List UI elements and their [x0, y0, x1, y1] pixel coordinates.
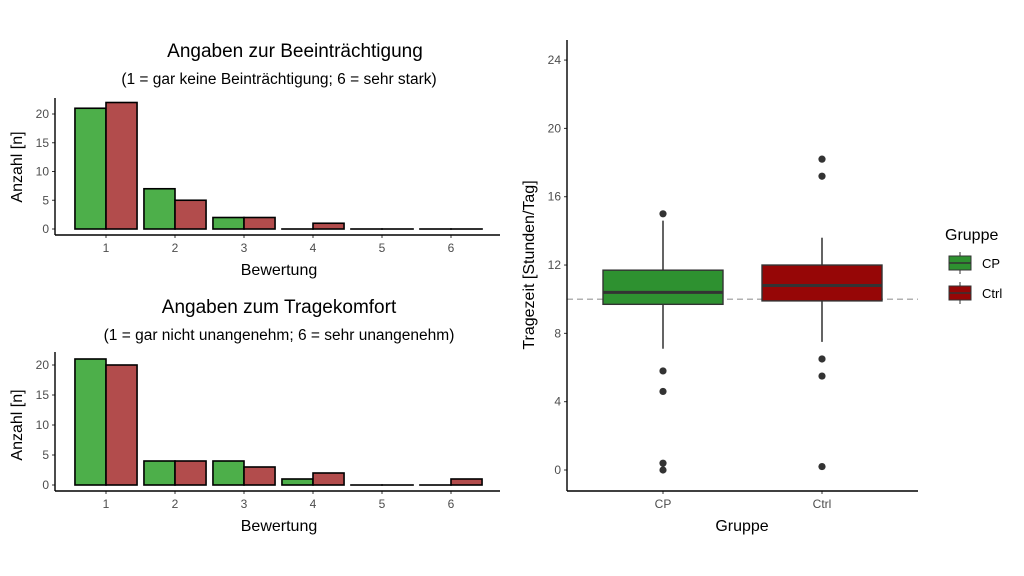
legend-title: Gruppe — [945, 227, 998, 244]
x-axis-label: Gruppe — [715, 518, 768, 535]
outlier-cp — [659, 459, 667, 467]
y-tick-label: 20 — [36, 107, 50, 121]
x-tick-label: 3 — [241, 497, 248, 511]
comfort-bar-chart: Angaben zum Tragekomfort (1 = gar nicht … — [9, 297, 500, 535]
legend: Gruppe CP Ctrl — [945, 227, 1002, 301]
bar-cp-1 — [74, 358, 107, 486]
x-tick-label: 5 — [379, 241, 386, 255]
y-tick-label: 15 — [36, 136, 50, 150]
y-axis-label: Tragezeit [Stunden/Tag] — [521, 180, 538, 349]
bar-ctrl-6 — [450, 478, 483, 486]
y-tick-label: 8 — [554, 326, 561, 340]
y-tick-label: 5 — [42, 193, 49, 207]
chart-title: Angaben zur Beeinträchtigung — [167, 41, 423, 62]
outlier-cp — [659, 466, 667, 474]
y-axis-label: Anzahl [n] — [9, 131, 26, 202]
x-tick-label: 6 — [448, 241, 455, 255]
wear-time-boxplot: Gruppe Tragezeit [Stunden/Tag] Gruppe CP… — [521, 40, 1002, 535]
x-axis-label: Bewertung — [241, 518, 318, 535]
y-tick-label: 0 — [42, 478, 49, 492]
outlier-cp — [659, 367, 667, 375]
bar-ctrl-2 — [174, 199, 207, 230]
chart-subtitle: (1 = gar nicht unangenehm; 6 = sehr unan… — [104, 327, 455, 344]
x-tick-label: 2 — [172, 497, 179, 511]
box-ctrl — [761, 264, 883, 302]
bar-ctrl-1 — [105, 364, 138, 486]
outlier-ctrl — [818, 372, 826, 380]
bar-cp-2 — [143, 187, 176, 230]
bar-cp-3 — [212, 216, 245, 230]
legend-label-ctrl: Ctrl — [982, 286, 1002, 301]
bar-cp-1 — [74, 107, 107, 230]
bar-ctrl-2 — [174, 460, 207, 486]
x-tick-label: 5 — [379, 497, 386, 511]
outlier-cp — [659, 210, 667, 218]
y-tick-label: 12 — [548, 258, 562, 272]
y-tick-label: 15 — [36, 388, 50, 402]
box-cp — [602, 269, 724, 306]
bar-cp-2 — [143, 460, 176, 486]
x-tick-label: 6 — [448, 497, 455, 511]
y-tick-label: 0 — [554, 463, 561, 477]
y-axis-label: Anzahl [n] — [9, 389, 26, 460]
x-tick-label: 3 — [241, 241, 248, 255]
x-tick-label: Ctrl — [813, 497, 832, 511]
y-tick-label: 5 — [42, 448, 49, 462]
y-tick-label: 10 — [36, 418, 50, 432]
x-tick-label: 4 — [310, 241, 317, 255]
bar-ctrl-4 — [312, 222, 345, 230]
chart-subtitle: (1 = gar keine Beinträchtigung; 6 = sehr… — [121, 71, 436, 88]
y-tick-label: 20 — [548, 121, 562, 135]
x-tick-label: 2 — [172, 241, 179, 255]
outlier-ctrl — [818, 462, 826, 471]
chart-title: Angaben zum Tragekomfort — [162, 297, 397, 318]
legend-label-cp: CP — [982, 256, 1000, 271]
bar-cp-4 — [281, 478, 314, 486]
y-tick-label: 20 — [36, 358, 50, 372]
x-tick-label: 1 — [103, 241, 110, 255]
x-tick-label: CP — [655, 497, 672, 511]
bar-ctrl-3 — [243, 466, 276, 486]
y-tick-label: 4 — [554, 395, 561, 409]
x-tick-label: 1 — [103, 497, 110, 511]
outlier-ctrl — [818, 155, 826, 163]
y-tick-label: 10 — [36, 165, 50, 179]
bar-ctrl-4 — [312, 472, 345, 486]
bar-ctrl-3 — [243, 216, 276, 230]
impairment-bar-chart: Angaben zur Beeinträchtigung (1 = gar ke… — [9, 41, 500, 279]
y-tick-label: 24 — [548, 53, 562, 67]
outlier-cp — [659, 387, 667, 396]
outlier-ctrl — [818, 172, 826, 180]
outlier-ctrl — [818, 355, 826, 363]
y-tick-label: 16 — [548, 190, 562, 204]
x-axis-label: Bewertung — [241, 262, 318, 279]
y-tick-label: 0 — [42, 222, 49, 236]
x-tick-label: 4 — [310, 497, 317, 511]
bar-ctrl-1 — [105, 101, 138, 230]
bar-cp-3 — [212, 460, 245, 486]
